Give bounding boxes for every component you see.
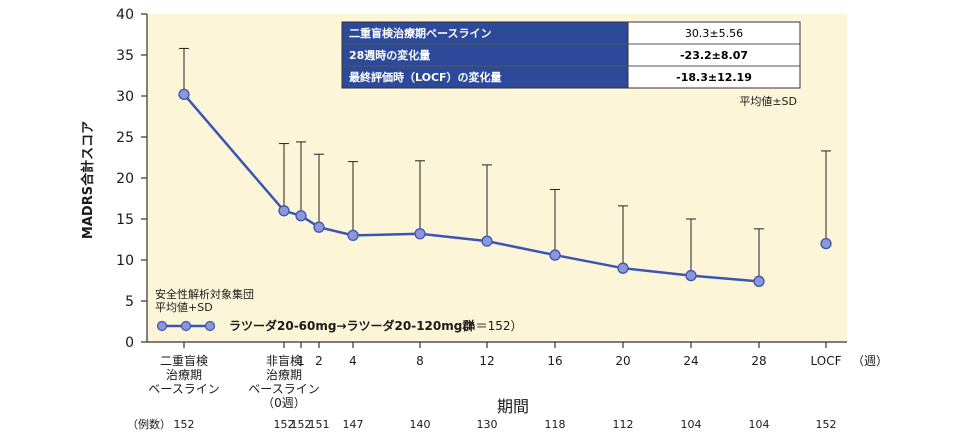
x-tick-label: ベースライン: [248, 382, 319, 396]
y-tick-label: 30: [116, 89, 134, 105]
y-tick-label: 25: [116, 130, 134, 146]
x-tick-label: 24: [683, 354, 698, 368]
n-value: 130: [477, 418, 498, 431]
y-tick-label: 10: [116, 253, 134, 269]
n-value: 140: [410, 418, 431, 431]
data-point: [347, 229, 359, 242]
x-tick-label: 16: [547, 354, 562, 368]
legend-series-name: ラツーダ20-60mg→ラツーダ20-120mg群: [229, 318, 474, 333]
x-tick-label: 8: [416, 354, 424, 368]
n-value: 152: [816, 418, 837, 431]
x-tick-label: 1: [297, 354, 305, 368]
table-value-week28: -23.2±8.07: [680, 49, 748, 62]
n-value: 151: [309, 418, 330, 431]
x-tick-label: （0週）: [262, 396, 306, 410]
data-point: [481, 235, 493, 247]
y-tick-label: 15: [116, 212, 134, 228]
table-border: [341, 21, 801, 89]
x-tick-label: 20: [615, 354, 630, 368]
data-point: [549, 249, 561, 261]
table-value-baseline: 30.3±5.56: [685, 27, 743, 40]
x-tick-label: 非盲検: [266, 353, 302, 368]
table-label-baseline: 二重盲検治療期ベースライン: [349, 26, 491, 40]
data-point: [820, 237, 832, 250]
legend-marker: [156, 320, 168, 332]
x-ticks: [183, 342, 827, 348]
x-axis-title: 期間: [497, 397, 529, 416]
table-note: 平均値±SD: [739, 95, 797, 108]
n-value: 152: [291, 418, 312, 431]
y-axis-label: MADRS合計スコア: [80, 121, 96, 239]
error-bars: [179, 47, 831, 282]
data-point: [753, 275, 765, 287]
table-label-column: [342, 22, 628, 88]
x-tick-label: 2: [315, 354, 323, 368]
y-tick-label: 40: [116, 7, 134, 23]
y-tick-label: 0: [125, 335, 134, 351]
x-tick-label: 28: [751, 354, 766, 368]
n-value: 104: [681, 418, 702, 431]
n-row-label: （例数）: [127, 417, 171, 431]
table-label-locf: 最終評価時（LOCF）の変化量: [349, 70, 502, 84]
n-value: 112: [613, 418, 634, 431]
x-tick-label: 治療期: [166, 368, 202, 382]
x-tick-label: LOCF: [811, 354, 842, 368]
data-point: [685, 269, 697, 282]
data-points: [178, 88, 832, 287]
annotation-stat: 平均値+SD: [155, 301, 213, 314]
legend: ラツーダ20-60mg→ラツーダ20-120mg群 （n＝152）: [156, 318, 523, 333]
y-tick-label: 35: [116, 48, 134, 64]
x-tick-label: 治療期: [266, 368, 302, 382]
y-tick-label: 20: [116, 171, 134, 187]
table-value-column: [627, 21, 801, 89]
data-point: [617, 262, 629, 274]
x-unit-label: （週）: [852, 354, 888, 368]
data-point: [295, 210, 307, 222]
x-tick-label: 12: [479, 354, 494, 368]
annotation-population: 安全性解析対象集団: [155, 287, 254, 301]
n-value: 152: [174, 418, 195, 431]
data-point: [178, 88, 190, 101]
data-point: [278, 205, 290, 217]
legend-marker: [204, 320, 216, 332]
table-label-week28: 28週時の変化量: [349, 48, 430, 62]
x-tick-label: 二重盲検: [160, 353, 208, 368]
n-value: 104: [749, 418, 770, 431]
n-value: 152: [274, 418, 295, 431]
n-value: 118: [545, 418, 566, 431]
legend-series-n: （n＝152）: [456, 319, 523, 333]
legend-marker: [180, 320, 192, 332]
y-ticks: 0 5 10 15 20 25 30 35 40: [116, 7, 147, 351]
n-value: 147: [343, 418, 364, 431]
x-tick-label: 4: [349, 354, 357, 368]
data-point: [313, 221, 325, 233]
summary-table: 二重盲検治療期ベースライン 30.3±5.56 28週時の変化量 -23.2±8…: [341, 21, 801, 108]
data-point: [414, 228, 426, 240]
table-value-locf: -18.3±12.19: [676, 71, 752, 84]
y-tick-label: 5: [125, 294, 134, 310]
x-tick-label: ベースライン: [148, 382, 219, 396]
